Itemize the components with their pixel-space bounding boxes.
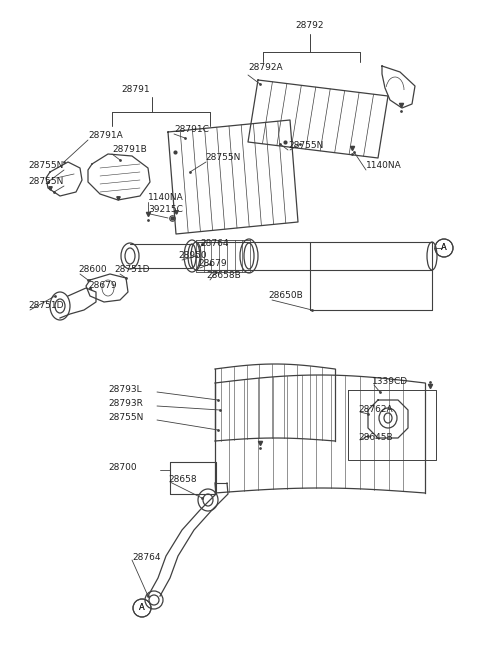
Text: A: A — [441, 244, 447, 252]
Text: 1339CD: 1339CD — [372, 377, 408, 386]
Text: 28755N: 28755N — [28, 160, 63, 170]
Text: 28751D: 28751D — [114, 265, 149, 274]
Text: 28791A: 28791A — [88, 132, 123, 141]
Text: 28645B: 28645B — [358, 434, 393, 443]
Text: A: A — [139, 603, 145, 612]
Text: 28650B: 28650B — [268, 291, 303, 301]
Text: 28700: 28700 — [108, 464, 137, 472]
Text: 28658: 28658 — [168, 476, 197, 485]
Text: 28762A: 28762A — [358, 405, 393, 415]
Text: 28791B: 28791B — [112, 145, 147, 155]
Text: 28791C: 28791C — [174, 126, 209, 134]
Text: 28792A: 28792A — [248, 64, 283, 73]
Text: A: A — [139, 603, 145, 612]
Text: 39215C: 39215C — [148, 206, 183, 214]
Text: 28679: 28679 — [88, 282, 117, 291]
Text: 1140NA: 1140NA — [366, 162, 402, 170]
Text: 28764: 28764 — [132, 553, 160, 563]
Text: 28600: 28600 — [78, 265, 107, 274]
Text: 28793L: 28793L — [108, 386, 142, 394]
Text: 28755N: 28755N — [288, 141, 324, 149]
Text: A: A — [441, 244, 447, 252]
Text: 28764: 28764 — [200, 240, 228, 248]
Text: 28755N: 28755N — [28, 176, 63, 185]
Text: 28679: 28679 — [198, 259, 227, 269]
Text: 28751D: 28751D — [28, 301, 63, 310]
Text: 28658B: 28658B — [206, 272, 241, 280]
Text: 28791: 28791 — [122, 86, 150, 94]
Text: 28755N: 28755N — [108, 413, 144, 422]
Text: 28950: 28950 — [178, 252, 206, 261]
Text: 28792: 28792 — [296, 22, 324, 31]
Text: 1140NA: 1140NA — [148, 193, 184, 202]
Text: 28755N: 28755N — [205, 153, 240, 162]
Text: 28793R: 28793R — [108, 400, 143, 409]
